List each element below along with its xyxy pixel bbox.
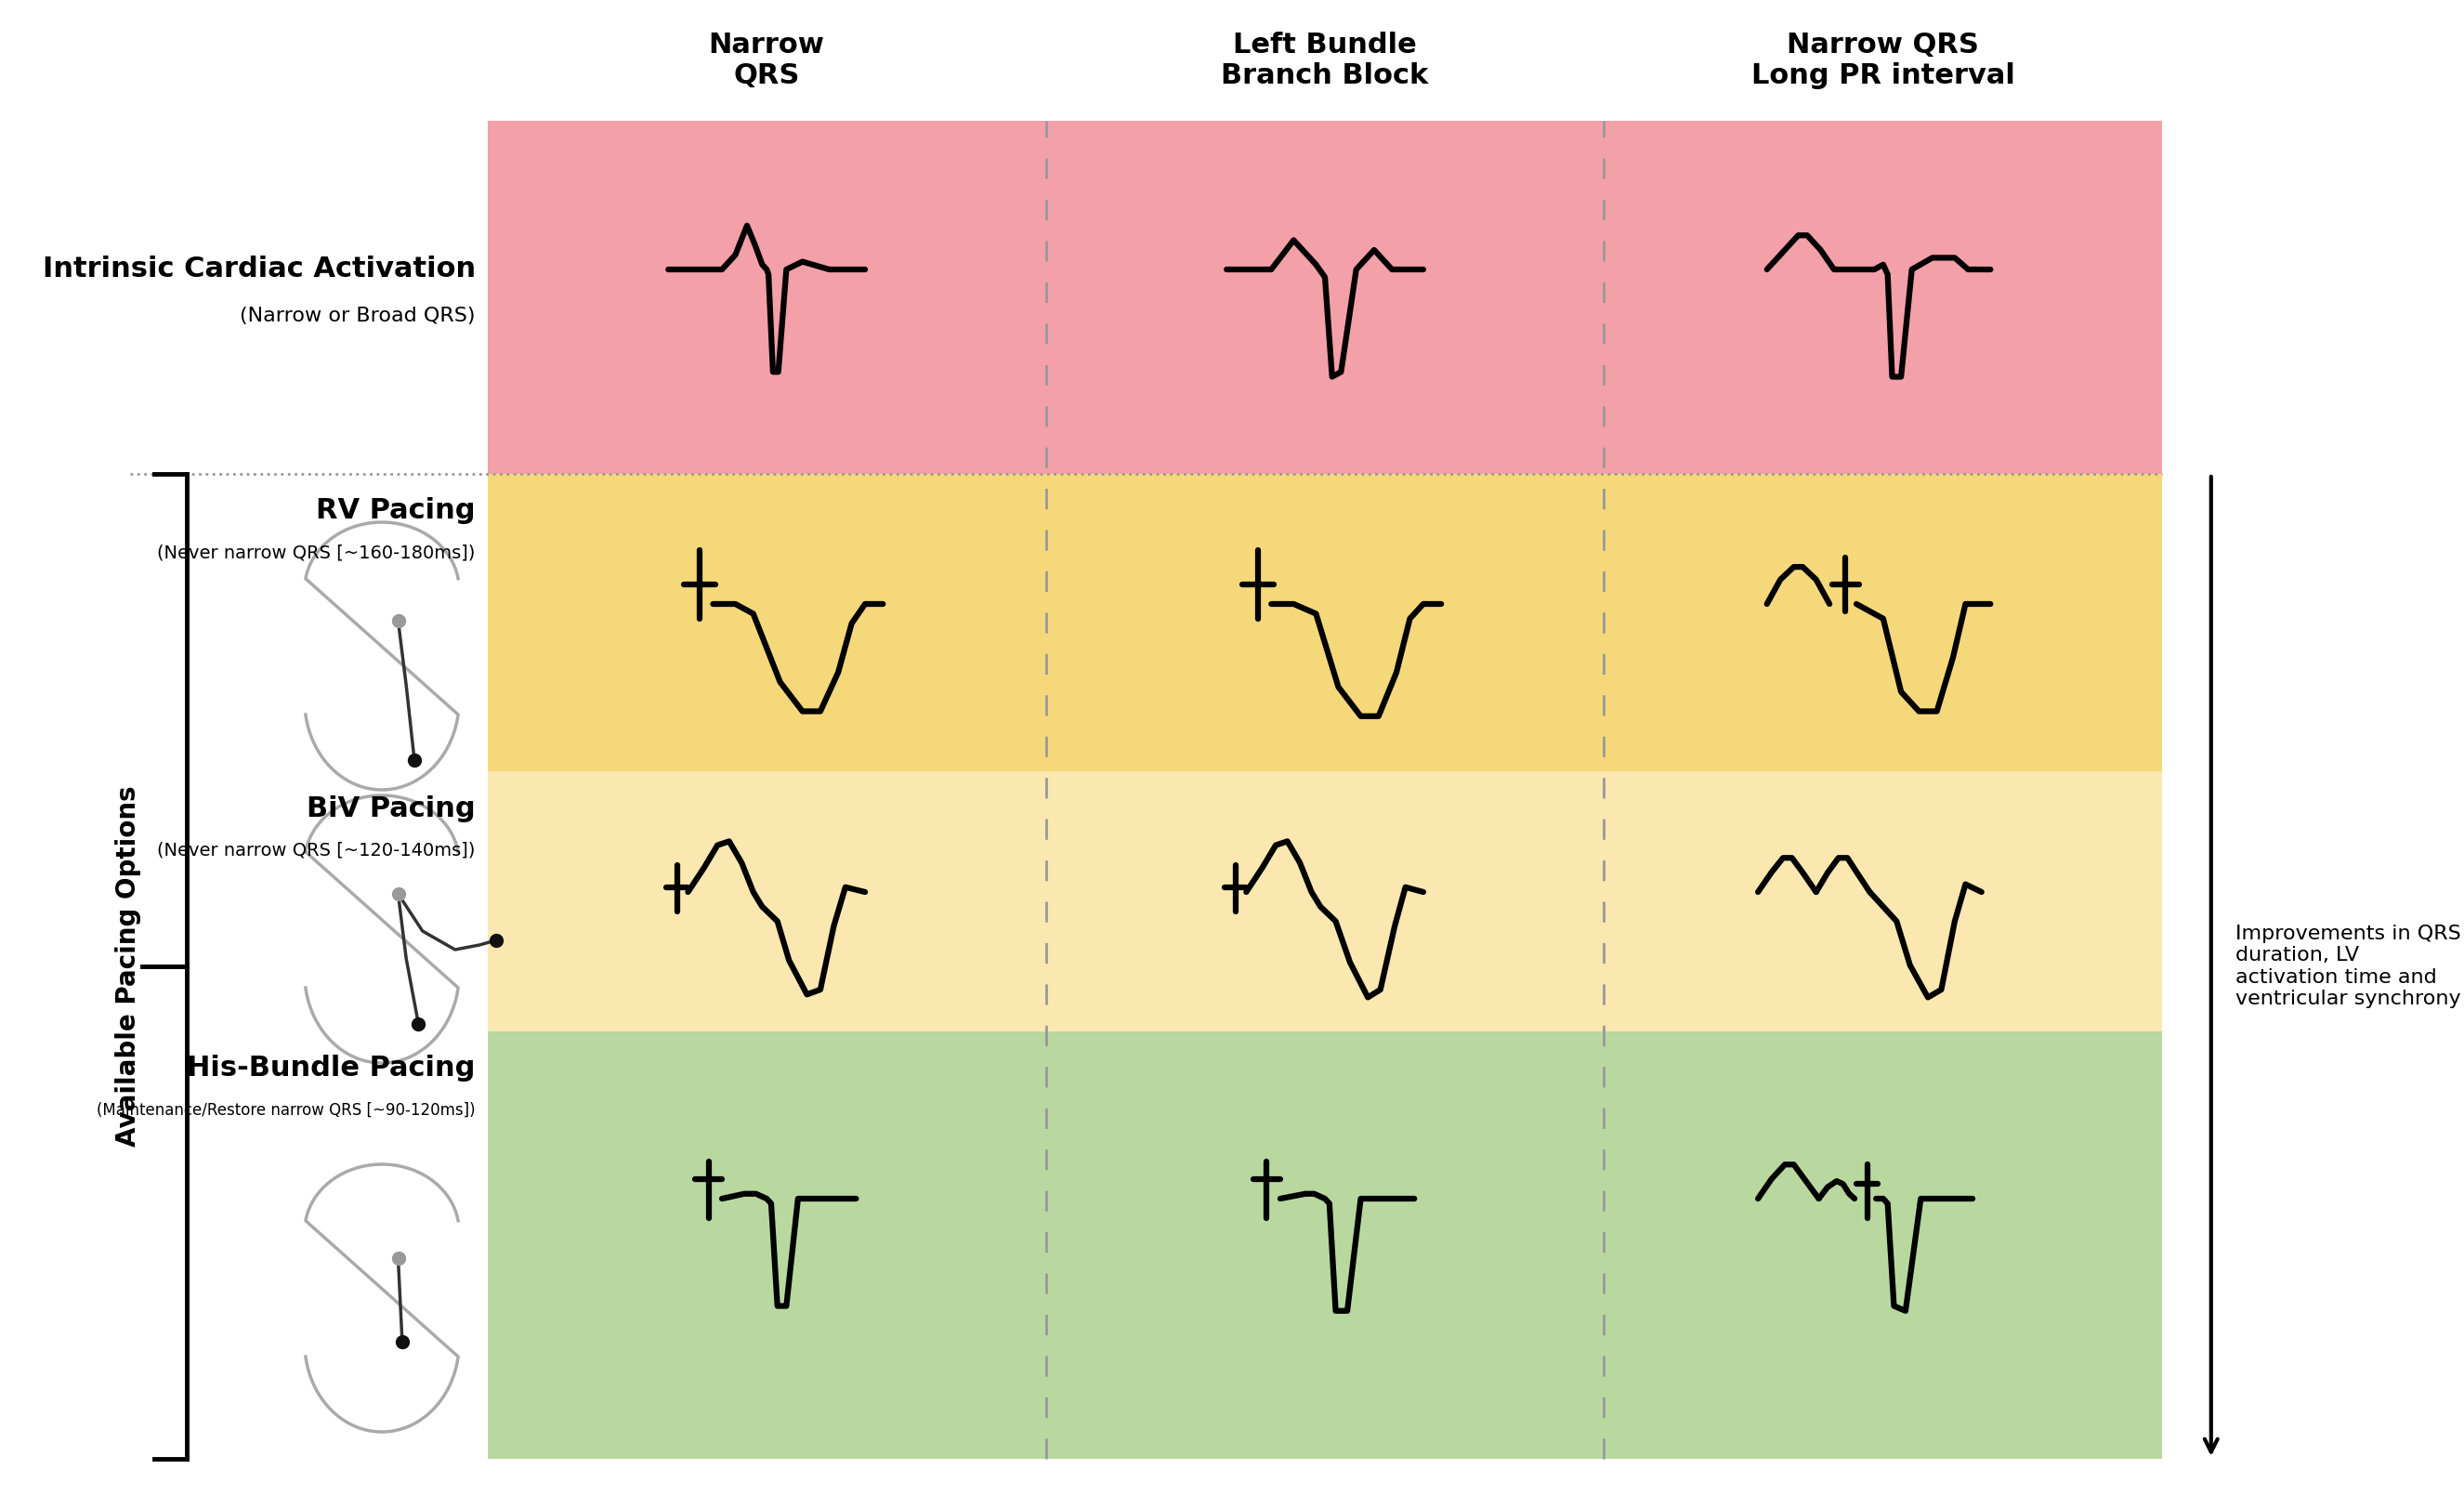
Text: (Never narrow QRS [~120-140ms]): (Never narrow QRS [~120-140ms]) bbox=[158, 841, 476, 859]
Bar bbox=[488, 121, 2163, 474]
Text: Available Pacing Options: Available Pacing Options bbox=[116, 785, 140, 1147]
Text: (Maintenance/Restore narrow QRS [~90-120ms]): (Maintenance/Restore narrow QRS [~90-120… bbox=[96, 1103, 476, 1119]
Text: Improvements in QRS
duration, LV
activation time and
ventricular synchrony: Improvements in QRS duration, LV activat… bbox=[2235, 925, 2462, 1008]
Text: RV Pacing: RV Pacing bbox=[315, 498, 476, 525]
Text: Narrow
QRS: Narrow QRS bbox=[710, 31, 825, 90]
Text: Left Bundle
Branch Block: Left Bundle Branch Block bbox=[1222, 31, 1429, 90]
Text: (Narrow or Broad QRS): (Narrow or Broad QRS) bbox=[239, 307, 476, 325]
Bar bbox=[488, 772, 2163, 1031]
Text: Intrinsic Cardiac Activation: Intrinsic Cardiac Activation bbox=[42, 256, 476, 283]
Text: His-Bundle Pacing: His-Bundle Pacing bbox=[187, 1055, 476, 1082]
Bar bbox=[488, 1031, 2163, 1459]
Text: BiV Pacing: BiV Pacing bbox=[306, 794, 476, 821]
Text: Narrow QRS
Long PR interval: Narrow QRS Long PR interval bbox=[1752, 31, 2016, 90]
Text: (Never narrow QRS [~160-180ms]): (Never narrow QRS [~160-180ms]) bbox=[158, 545, 476, 561]
Bar bbox=[488, 474, 2163, 772]
